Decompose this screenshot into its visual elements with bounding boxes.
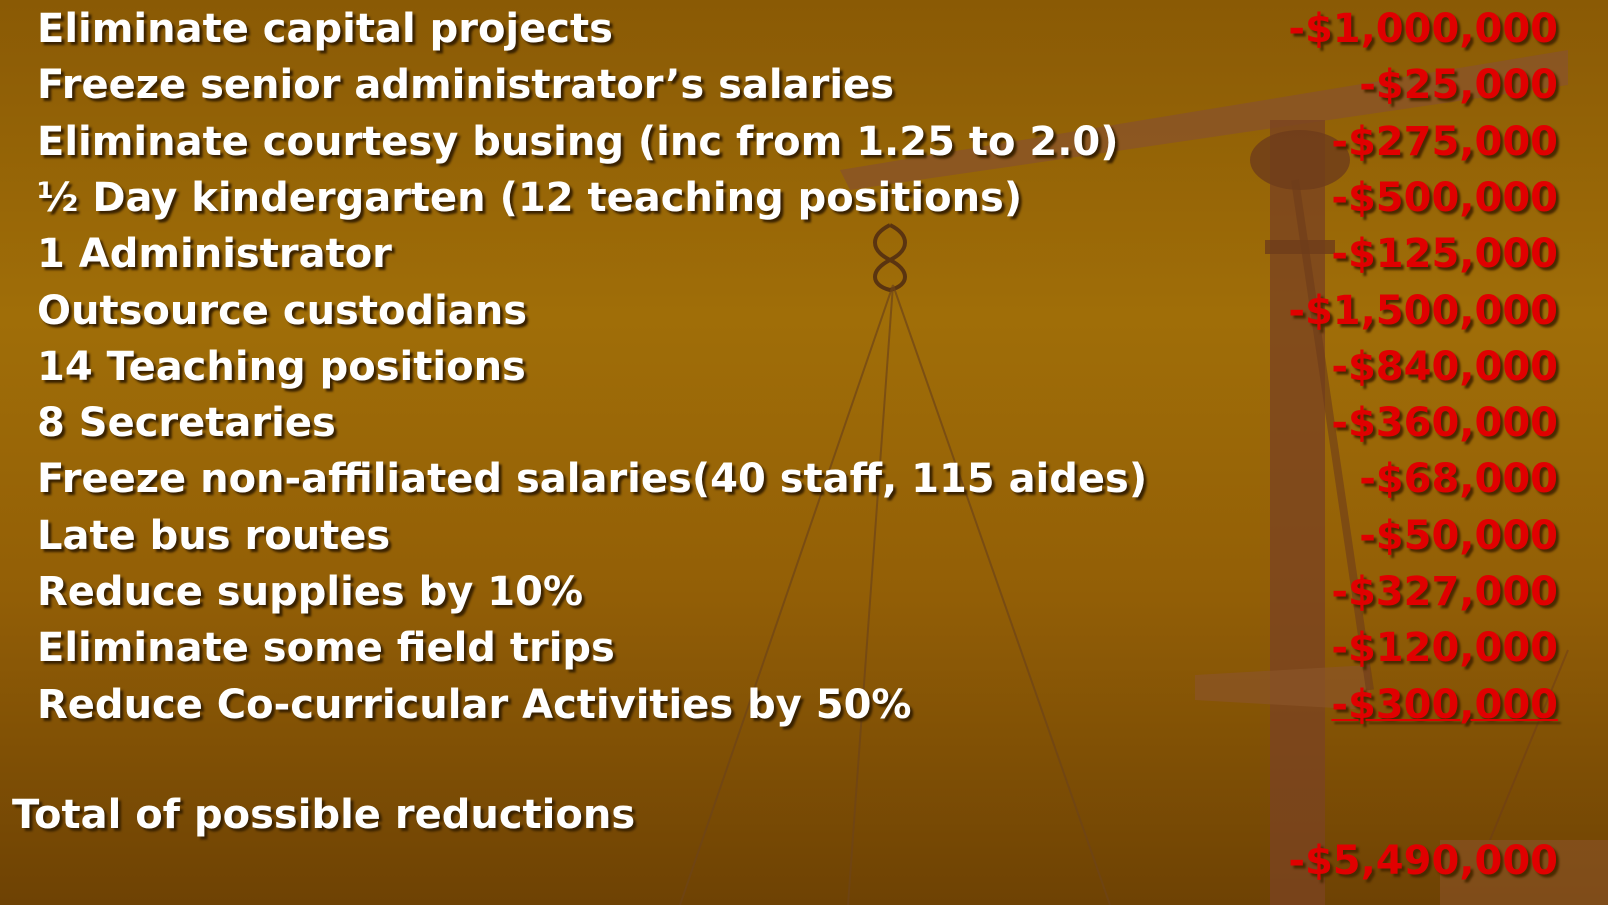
item-label: ½ Day kindergarten (12 teaching position… [37,174,1023,221]
item-label: 8 Secretaries [37,400,336,447]
item-label: 14 Teaching positions [37,343,526,390]
item-label: Outsource custodians [37,287,528,334]
total-amount: -$5,490,000 [1288,838,1558,884]
item-amount: -$1,500,000 [1288,287,1558,334]
item-label: Reduce supplies by 10% [37,569,584,615]
item-label: Eliminate capital projects [37,6,613,52]
item-amount: -$68,000 [1359,456,1558,503]
item-amount: -$840,000 [1331,343,1558,390]
item-amount: -$120,000 [1331,625,1558,672]
item-label: Eliminate some field trips [37,625,615,672]
item-label: Late bus routes [37,512,391,559]
item-amount: -$327,000 [1331,569,1558,615]
item-label: Eliminate courtesy busing (inc from 1.25… [37,118,1119,165]
item-amount: -$360,000 [1331,400,1558,447]
total-label: Total of possible reductions [12,792,636,838]
item-label: Reduce Co-curricular Activities by 50% [37,681,912,728]
item-amount: -$125,000 [1331,231,1558,278]
item-label: 1 Administrator [37,231,392,278]
item-label: Freeze non-affiliated salaries(40 staff,… [37,456,1148,503]
item-label: Freeze senior administrator’s salaries [37,62,895,109]
item-amount: -$275,000 [1331,118,1558,165]
item-amount: -$50,000 [1359,512,1558,559]
item-amount: -$500,000 [1331,174,1558,221]
item-amount: -$25,000 [1359,62,1558,109]
item-amount: -$1,000,000 [1288,6,1558,52]
item-amount: -$300,000 [1331,681,1558,728]
